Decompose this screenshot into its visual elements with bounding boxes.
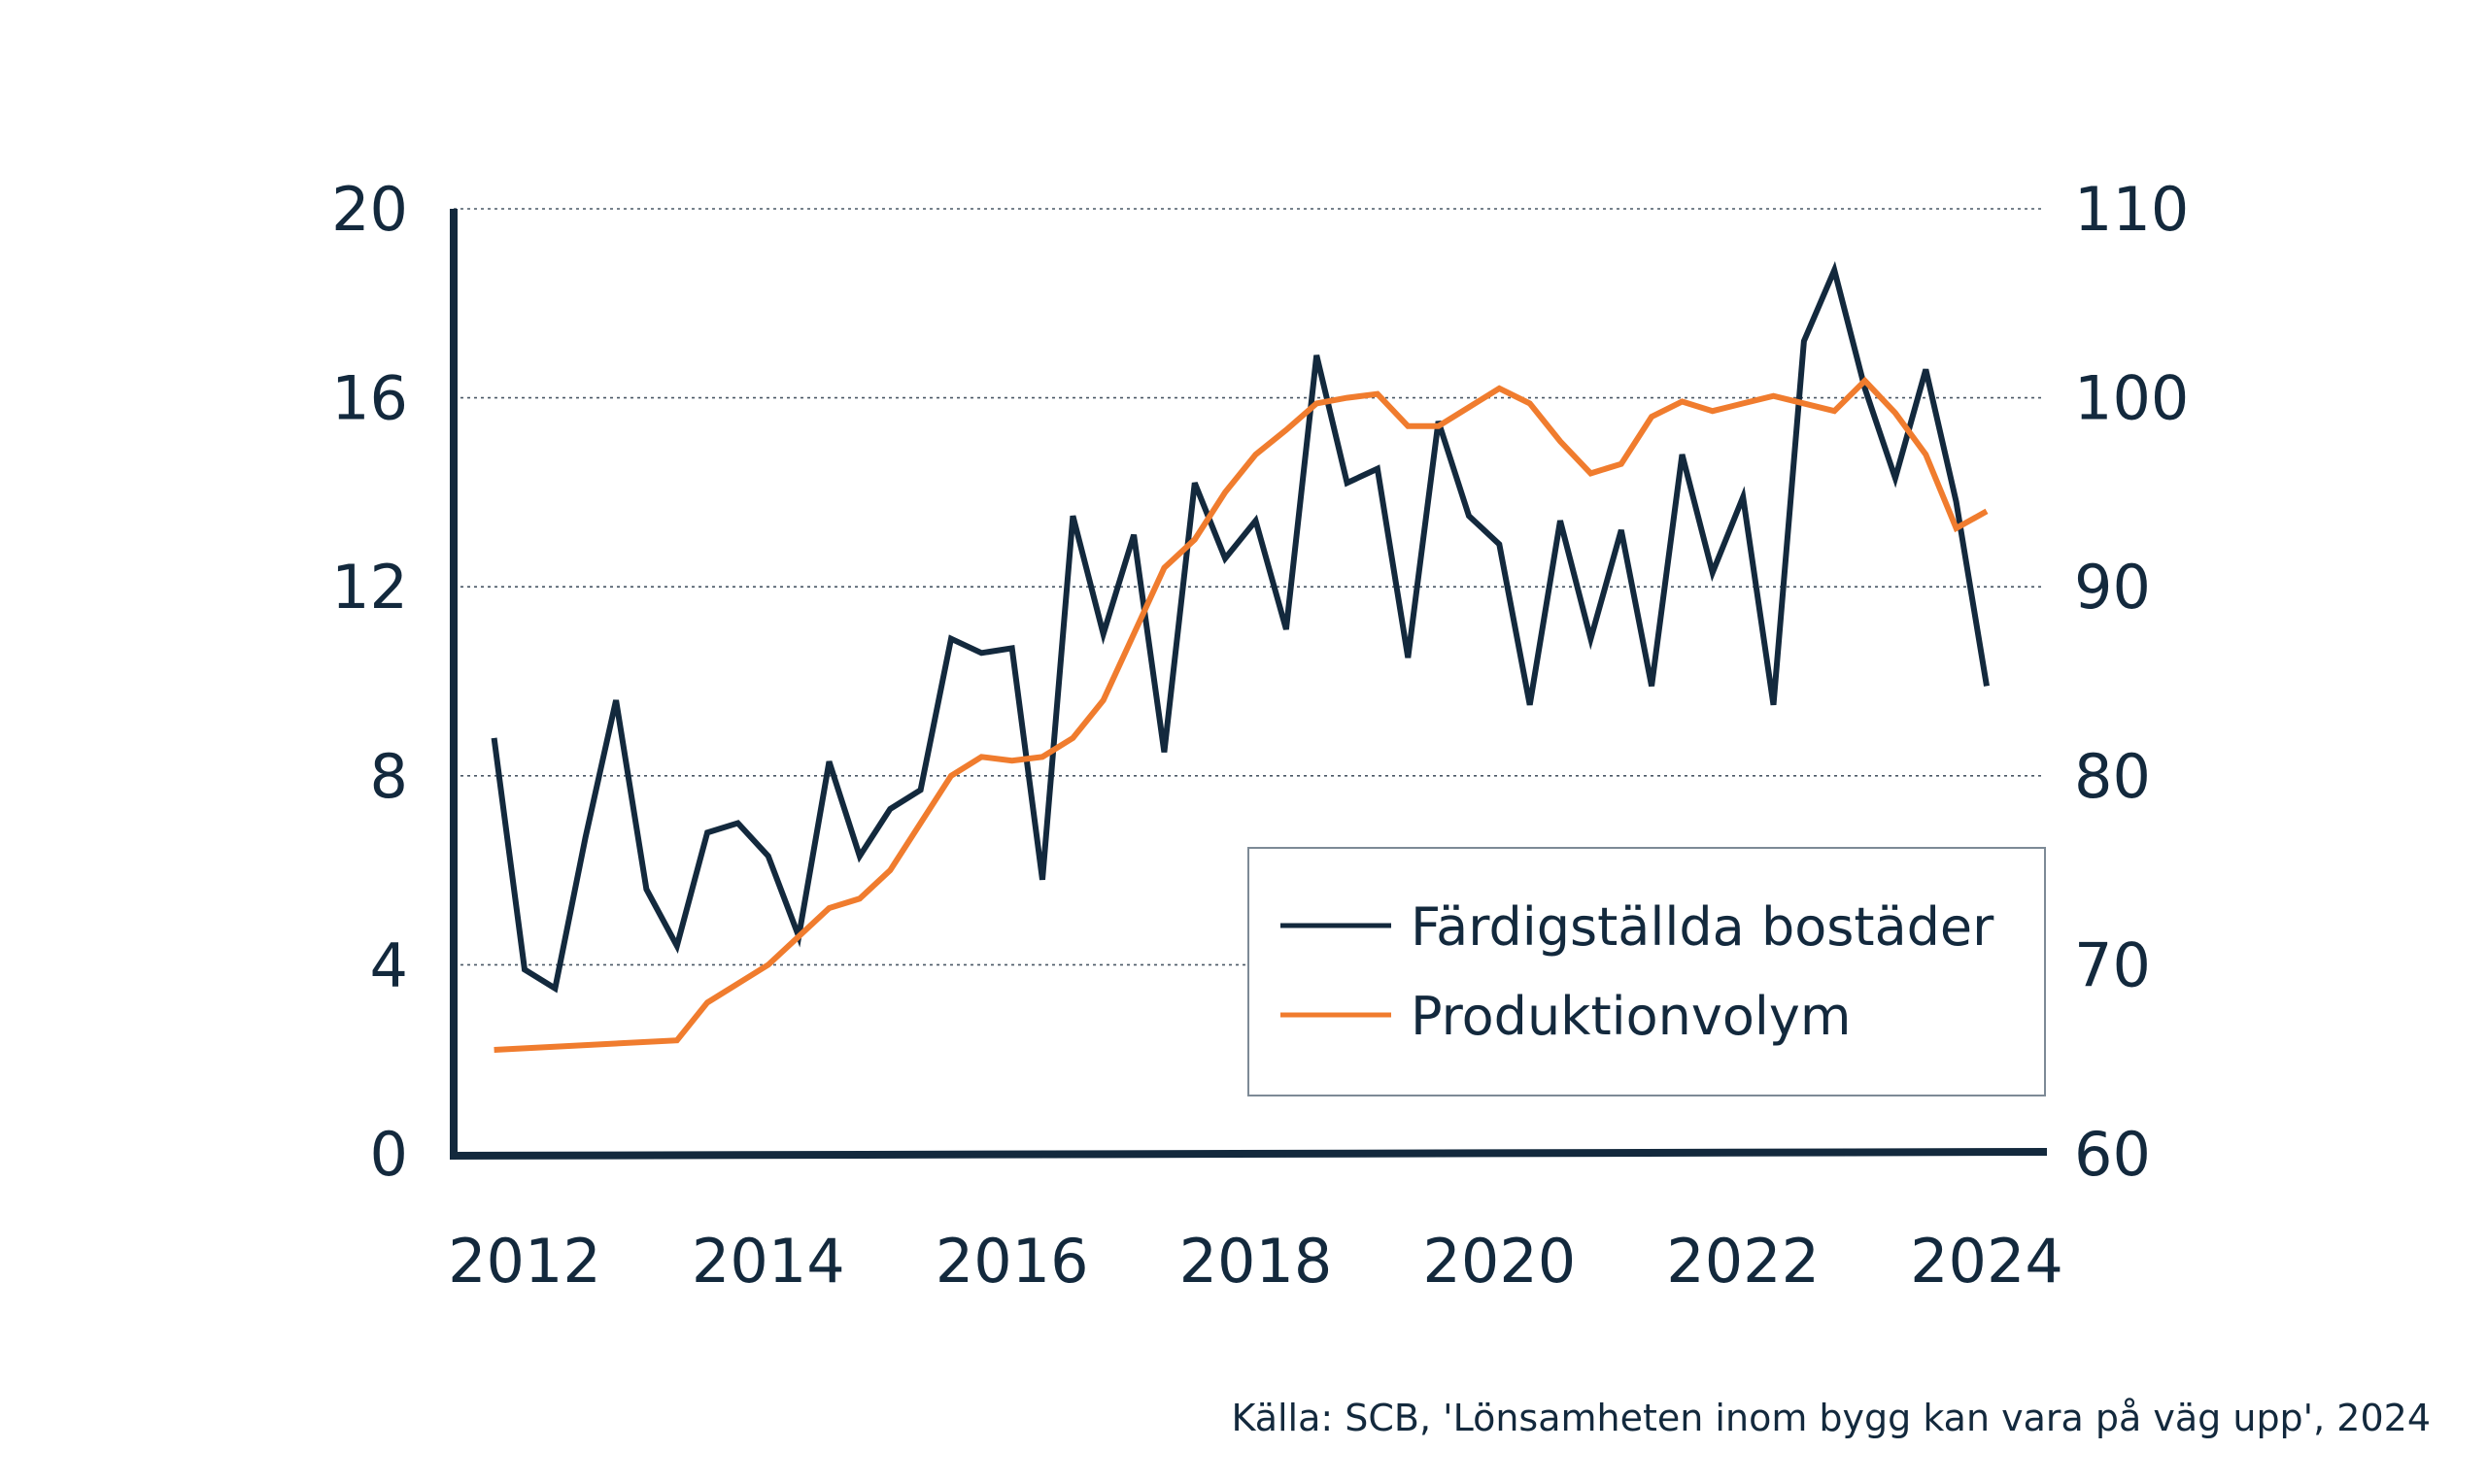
left-y-axis-ticks: 0 4 8 12 16 20 bbox=[331, 174, 408, 1190]
right-y-tick-label: 70 bbox=[2074, 929, 2151, 1000]
x-tick-label: 2024 bbox=[1910, 1226, 2063, 1297]
left-y-tick-label: 4 bbox=[370, 929, 408, 1000]
right-y-axis-ticks: 60 70 80 90 100 110 bbox=[2074, 174, 2189, 1190]
legend-label-produktionvolym: Produktionvolym bbox=[1411, 986, 1851, 1047]
legend-label-fardigstallda: Färdigställda bostäder bbox=[1411, 896, 1994, 958]
legend: Färdigställda bostäder Produktionvolym bbox=[1247, 847, 2046, 1096]
right-y-tick-label: 90 bbox=[2074, 552, 2151, 623]
legend-box bbox=[1247, 847, 2046, 1096]
x-tick-label: 2022 bbox=[1666, 1226, 1820, 1297]
right-y-tick-label: 110 bbox=[2074, 174, 2189, 245]
x-tick-label: 2018 bbox=[1179, 1226, 1333, 1297]
left-y-tick-label: 20 bbox=[331, 174, 408, 245]
series-line-produktionvolym bbox=[494, 376, 1989, 1053]
x-tick-label: 2014 bbox=[692, 1226, 845, 1297]
right-y-tick-label: 60 bbox=[2074, 1119, 2151, 1190]
x-tick-label: 2016 bbox=[936, 1226, 1089, 1297]
source-note: Källa: SCB, 'Lönsamheten inom bygg kan v… bbox=[1231, 1397, 2431, 1439]
x-tick-label: 2020 bbox=[1422, 1226, 1576, 1297]
x-tick-label: 2012 bbox=[448, 1226, 601, 1297]
series-line-fardigstallda-bostader bbox=[491, 260, 1990, 994]
right-y-tick-label: 100 bbox=[2074, 363, 2189, 434]
x-axis-ticks: 2012 2014 2016 2018 2020 2022 2024 bbox=[448, 1226, 2063, 1297]
x-axis-line bbox=[449, 1148, 2048, 1160]
right-y-tick-label: 80 bbox=[2074, 741, 2151, 812]
left-y-tick-label: 0 bbox=[370, 1119, 408, 1190]
left-y-tick-label: 12 bbox=[331, 552, 408, 623]
left-y-tick-label: 8 bbox=[370, 741, 408, 812]
left-y-tick-label: 16 bbox=[331, 363, 408, 434]
series-lines bbox=[491, 260, 1990, 1053]
